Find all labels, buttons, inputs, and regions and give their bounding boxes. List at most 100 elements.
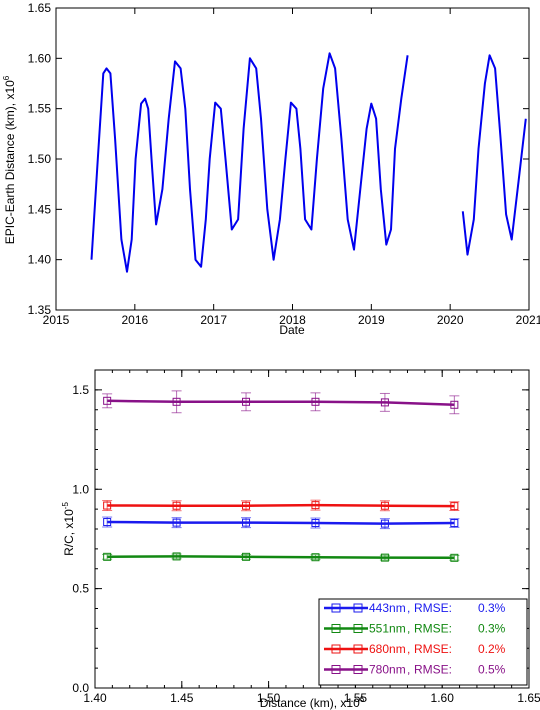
x-axis-ticks: 1.40 1.45 1.50 1.55 1.60 1.65 (83, 370, 540, 705)
series-group (102, 390, 460, 562)
legend-rmse-value: 0.2% (478, 642, 506, 656)
series-line (107, 503, 455, 508)
data-point-marker (450, 502, 459, 511)
legend-separator: , (407, 601, 410, 615)
y-tick-label: 1.0 (72, 482, 89, 496)
data-point-marker (172, 552, 181, 561)
legend-label: 680nm (369, 642, 406, 656)
data-point-marker (380, 519, 389, 528)
legend-marker (331, 665, 341, 674)
legend-separator: , (407, 642, 410, 656)
legend-items: 443nm RMSE:, 0.3% 551nm RMSE:, 0.3% 680nm RMSE:… (324, 601, 506, 677)
x-tick-label: 1.65 (517, 691, 540, 705)
data-point-marker (103, 501, 112, 510)
x-tick-label: 2020 (437, 313, 464, 327)
x-axis-label: Distance (km), x106 (260, 695, 365, 710)
x-tick-label: 1.60 (431, 691, 455, 705)
legend-label: 551nm (369, 622, 406, 636)
series-line (107, 399, 455, 407)
y-axis-label-exponent: -5 (61, 502, 70, 510)
y-axis-label: EPIC-Earth Distance (km), x106 (2, 75, 17, 244)
data-point-marker (311, 397, 320, 406)
plot-frame (55, 7, 530, 311)
y-tick-label: 0.0 (72, 681, 89, 695)
legend-entry: 443nm RMSE:, 0.3% (324, 601, 506, 615)
data-point-marker (311, 553, 320, 562)
distance-timeseries-chart: 2015 2016 2017 2018 2019 2020 2021 1.35 1.40 1.4… (2, 1, 540, 337)
legend-marker (353, 665, 363, 674)
x-tick-label: 2018 (279, 313, 306, 327)
y-tick-label: 1.65 (28, 1, 52, 15)
y-axis-label-exponent: 6 (2, 75, 11, 80)
legend-rmse-value: 0.3% (478, 601, 506, 615)
rc-vs-distance-chart: 1.40 1.45 1.50 1.55 1.60 1.65 0.0 0.5 1.0 1.5 Di… (61, 369, 540, 710)
y-tick-label: 1.35 (28, 303, 52, 317)
x-axis-label: Date (279, 323, 305, 337)
legend-rmse-label: RMSE: (414, 601, 452, 615)
legend-marker (331, 644, 341, 654)
x-tick-label: 2016 (121, 313, 148, 327)
legend-entry: 780nm RMSE:, 0.5% (324, 663, 506, 677)
data-point-marker (242, 501, 251, 510)
series-680nm (102, 499, 460, 512)
series-group (90, 52, 527, 273)
y-axis-ticks: 0.0 0.5 1.0 1.5 (72, 369, 529, 695)
y-tick-label: 1.5 (72, 383, 89, 397)
y-axis-label-text: R/C, x10 (62, 509, 76, 556)
x-axis-ticks: 2015 2016 2017 2018 2019 2020 2021 (43, 8, 540, 327)
x-tick-label: 1.55 (344, 691, 368, 705)
x-tick-label: 2021 (516, 313, 540, 327)
data-point-marker (103, 396, 112, 405)
series-551nm (102, 552, 460, 562)
y-tick-label: 1.50 (28, 152, 52, 166)
legend-label: 443nm (369, 601, 406, 615)
data-point-marker (172, 501, 181, 510)
data-point-marker (380, 398, 389, 407)
legend-separator: , (407, 622, 410, 636)
x-tick-label: 2017 (200, 313, 227, 327)
data-point-marker (103, 552, 112, 561)
data-point-marker (242, 518, 251, 527)
legend-rmse-label: RMSE: (414, 622, 452, 636)
legend-separator: , (407, 663, 410, 677)
data-point-marker (450, 400, 459, 409)
data-point-marker (311, 519, 320, 528)
y-tick-label: 1.55 (28, 102, 52, 116)
series-443nm (102, 516, 460, 530)
distance-series-line (90, 52, 409, 273)
data-point-marker (311, 501, 320, 510)
distance-series-line (461, 54, 527, 256)
x-tick-label: 1.40 (83, 691, 107, 705)
legend-marker (353, 603, 363, 613)
legend-marker (331, 603, 341, 613)
y-axis-label: R/C, x10-5 (61, 502, 76, 556)
legend-rmse-value: 0.3% (478, 622, 506, 636)
legend: 443nm RMSE:, 0.3% 551nm RMSE:, 0.3% 680nm RMSE:… (318, 598, 528, 686)
data-point-marker (450, 519, 459, 528)
y-axis-label-text: EPIC-Earth Distance (km), x10 (3, 80, 17, 244)
legend-rmse-value: 0.5% (478, 663, 506, 677)
series-780nm (102, 390, 460, 415)
legend-marker (331, 624, 341, 633)
legend-rmse-label: RMSE: (414, 642, 452, 656)
legend-marker (353, 644, 363, 654)
data-point-marker (103, 518, 112, 527)
y-axis-ticks: 1.35 1.40 1.45 1.50 1.55 1.60 1.65 (28, 1, 529, 317)
data-point-marker (380, 553, 389, 562)
x-tick-label: 2015 (43, 313, 70, 327)
data-point-marker (380, 501, 389, 510)
y-tick-label: 1.40 (28, 253, 52, 267)
legend-rmse-label: RMSE: (414, 663, 452, 677)
data-point-marker (172, 518, 181, 527)
data-point-marker (172, 397, 181, 406)
series-line (107, 555, 455, 560)
x-axis-label-exponent: 6 (360, 695, 365, 704)
series-line (107, 520, 455, 525)
data-point-marker (242, 552, 251, 561)
data-point-marker (450, 553, 459, 562)
x-axis-label-text: Distance (km), x10 (260, 696, 360, 710)
x-tick-label: 1.45 (170, 691, 194, 705)
y-tick-label: 1.60 (28, 51, 52, 65)
y-tick-label: 1.45 (28, 202, 52, 216)
